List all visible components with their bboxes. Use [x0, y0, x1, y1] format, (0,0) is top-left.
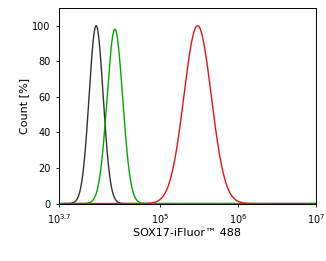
Y-axis label: Count [%]: Count [%] — [19, 78, 29, 134]
X-axis label: SOX17-iFluor™ 488: SOX17-iFluor™ 488 — [133, 228, 242, 239]
